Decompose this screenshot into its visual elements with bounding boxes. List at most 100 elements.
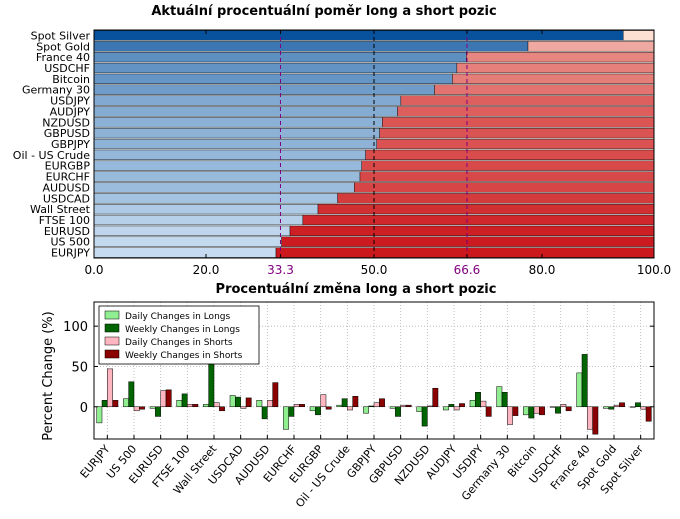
long-bar [93, 128, 380, 139]
change-bar [603, 406, 609, 409]
change-bar [208, 363, 215, 408]
change-bar [608, 406, 615, 410]
change-bar [363, 406, 369, 414]
change-bar [325, 406, 332, 410]
legend-swatch [104, 310, 120, 320]
change-plot-frame [93, 301, 655, 440]
legend-entry: Weekly Changes in Longs [125, 325, 240, 335]
short-bar [317, 204, 655, 215]
short-bar [337, 193, 655, 204]
change-bar [635, 402, 641, 408]
change-bar [229, 395, 236, 408]
change-bar [379, 398, 385, 408]
change-bar [496, 386, 503, 408]
change-bar [645, 406, 652, 422]
x-tick-label: 80.0 [529, 263, 556, 277]
ratio-bars [93, 30, 655, 258]
legend-entry: Daily Changes in Shorts [125, 338, 233, 348]
change-bar [315, 406, 321, 416]
change-bar [469, 400, 476, 408]
legend-entry: Daily Changes in Longs [125, 312, 230, 322]
short-bar [376, 138, 655, 150]
legend-entry: Weekly Changes in Shorts [125, 351, 243, 361]
y-tick-label: 0 [80, 401, 88, 416]
x-tick-label: 66.6 [454, 263, 481, 277]
short-bar [400, 95, 655, 106]
change-bar [256, 400, 263, 408]
short-bar [359, 171, 655, 182]
legend-swatch [104, 323, 120, 333]
change-bar [475, 392, 481, 408]
change-bar [272, 382, 279, 408]
ratio-chart-title: Aktuální procentuální poměr long a short… [151, 4, 496, 19]
change-bar [160, 390, 167, 408]
change-bar [192, 404, 199, 408]
category-label: Bitcoin [52, 73, 90, 86]
short-bar [281, 236, 655, 247]
short-bar [365, 149, 655, 160]
change-bar [107, 368, 113, 408]
change-bar [299, 404, 305, 408]
change-bar [629, 406, 636, 408]
short-bar [361, 160, 655, 171]
change-bar [613, 404, 620, 408]
category-label: AUDUSD [42, 181, 90, 194]
change-bar [240, 406, 247, 409]
change-y-axis: 0 50 100 [63, 320, 654, 416]
long-bar [93, 193, 338, 204]
category-label: USDCAD [43, 192, 90, 205]
short-bar [382, 117, 655, 128]
category-label: EURJPY [51, 247, 90, 260]
change-bar [176, 400, 183, 408]
short-bar [302, 214, 655, 226]
change-bar [219, 406, 225, 412]
legend-box [98, 305, 260, 365]
change-bar [352, 396, 359, 408]
change-bar [528, 406, 535, 419]
change-chart: Procentuální změna long a short pozic 0 5… [41, 282, 655, 510]
category-label: GBPJPY [51, 138, 90, 151]
change-bar [485, 406, 492, 417]
change-bar [576, 372, 583, 408]
change-bar [480, 400, 487, 408]
category-label: USDCHF [44, 62, 90, 75]
category-label: GBPUSD [44, 127, 90, 140]
category-label: Germany 30 [22, 84, 90, 97]
long-bar [93, 84, 435, 95]
long-bar [93, 73, 453, 84]
change-bar [139, 406, 145, 410]
change-bar [560, 404, 567, 408]
legend-swatch [104, 336, 120, 346]
change-bar [235, 396, 241, 408]
change-bar [203, 404, 209, 408]
change-bar [245, 397, 252, 408]
change-bar [581, 354, 588, 408]
change-bar [592, 406, 599, 435]
change-bar [507, 406, 513, 425]
change-bar [523, 406, 529, 416]
change-bar [320, 394, 327, 408]
change-chart-title: Procentuální změna long a short pozic [216, 282, 497, 297]
x-tick-label: 33.3 [267, 263, 294, 277]
long-bar [93, 204, 319, 215]
category-label: Spot Silver [31, 29, 91, 42]
ratio-x-axis: 0.0 20.0 33.3 50.0 66.6 80.0 100.0 [84, 30, 671, 277]
change-bar [549, 406, 556, 408]
category-label: EURCHF [46, 171, 90, 184]
category-label: EURGBP [45, 160, 91, 173]
short-bar [456, 62, 655, 74]
change-bar [587, 406, 593, 430]
change-bar [267, 400, 273, 408]
change-bar [501, 392, 508, 408]
change-bar [165, 389, 172, 408]
change-bar [288, 406, 295, 417]
change-bar [128, 381, 135, 408]
long-bar [93, 160, 362, 171]
long-bar [93, 106, 398, 117]
x-tick-label: 50.0 [361, 263, 388, 277]
long-bar [93, 171, 361, 182]
change-y-axis-label: Percent Change (%) [41, 311, 56, 440]
